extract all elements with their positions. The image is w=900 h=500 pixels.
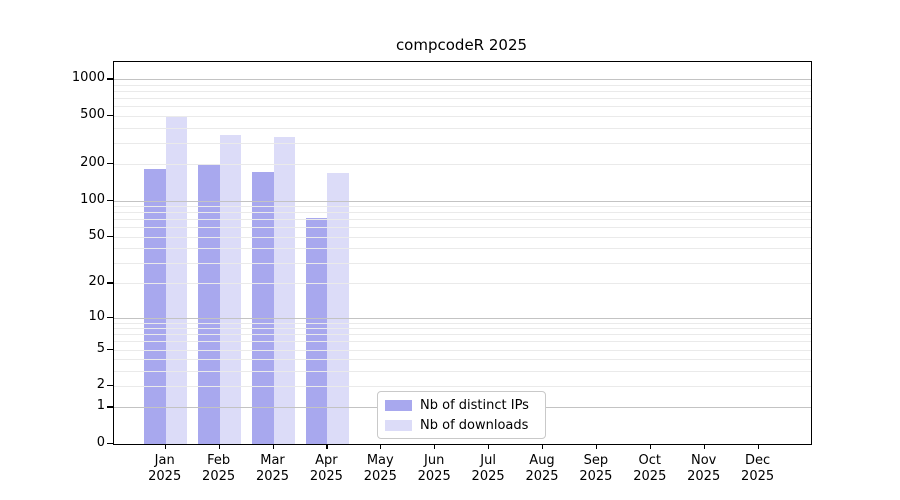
x-tick-mark xyxy=(757,444,759,449)
bar-distinct-ips-mar xyxy=(252,172,274,444)
y-tick-label: 1000 xyxy=(71,70,105,86)
legend-item-distinct-ips: Nb of distinct IPs xyxy=(378,398,545,413)
y-tick-mark xyxy=(107,282,113,284)
y-tick-mark xyxy=(107,78,113,80)
x-tick-label-feb: Feb 2025 xyxy=(202,453,236,484)
chart-title: compcodeR 2025 xyxy=(395,36,528,54)
x-tick-label-apr: Apr 2025 xyxy=(309,453,343,484)
x-tick-mark xyxy=(488,444,490,449)
legend-label-distinct-ips: Nb of distinct IPs xyxy=(420,397,529,413)
gridline-minor xyxy=(114,262,811,264)
y-tick-label: 20 xyxy=(88,274,105,290)
gridline-major xyxy=(114,79,811,81)
legend: Nb of distinct IPs Nb of downloads xyxy=(377,391,546,439)
x-tick-mark xyxy=(703,444,705,449)
gridline-minor xyxy=(114,328,811,330)
legend-swatch-distinct-ips xyxy=(385,399,412,411)
gridline-minor xyxy=(114,98,811,100)
bar-distinct-ips-apr xyxy=(305,218,328,444)
y-tick-mark xyxy=(107,348,113,350)
x-tick-label-jun: Jun 2025 xyxy=(417,453,451,484)
gridline-minor xyxy=(114,349,811,351)
gridline-minor xyxy=(114,164,811,166)
y-tick-label: 500 xyxy=(80,107,105,122)
gridline-minor xyxy=(114,386,811,387)
gridline-minor xyxy=(114,236,811,238)
y-tick-label: 50 xyxy=(88,227,105,243)
bar-downloads-jan xyxy=(165,116,188,444)
x-tick-mark xyxy=(380,444,382,449)
x-tick-mark xyxy=(542,444,544,449)
y-tick-mark xyxy=(107,406,113,408)
gridline-minor xyxy=(114,212,811,214)
gridline-minor xyxy=(114,248,811,249)
y-tick-label: 10 xyxy=(88,308,105,324)
x-tick-label-aug: Aug 2025 xyxy=(525,453,559,484)
gridline-minor xyxy=(114,206,811,207)
gridline-minor xyxy=(114,227,811,229)
gridline-minor xyxy=(114,85,811,86)
y-tick-mark xyxy=(107,443,113,445)
legend-item-downloads: Nb of downloads xyxy=(378,418,545,433)
x-tick-mark xyxy=(595,444,598,449)
gridline-minor xyxy=(114,142,811,144)
x-tick-label-nov: Nov 2025 xyxy=(687,453,721,484)
bar-distinct-ips-jan xyxy=(144,168,166,444)
y-tick-mark xyxy=(107,199,113,201)
y-tick-label: 1 xyxy=(96,398,105,414)
gridline-minor xyxy=(114,91,811,93)
y-tick-label: 5 xyxy=(96,340,105,356)
gridline-minor xyxy=(114,370,811,372)
bar-downloads-feb xyxy=(219,134,242,444)
legend-label-downloads: Nb of downloads xyxy=(420,417,529,433)
bar-downloads-apr xyxy=(327,172,349,444)
x-tick-label-jul: Jul 2025 xyxy=(471,453,505,484)
gridline-minor xyxy=(114,322,811,324)
y-tick-label: 0 xyxy=(96,435,105,450)
gridline-minor xyxy=(114,359,811,361)
x-tick-label-dec: Dec 2025 xyxy=(741,453,775,484)
x-tick-mark xyxy=(272,444,274,449)
y-tick-mark xyxy=(107,163,113,165)
x-tick-label-may: May 2025 xyxy=(363,453,397,484)
y-tick-label: 2 xyxy=(96,377,105,392)
y-tick-mark xyxy=(107,316,113,318)
gridline-major xyxy=(114,317,811,319)
gridline-minor xyxy=(114,106,811,108)
y-tick-label: 200 xyxy=(80,155,105,171)
x-tick-label-mar: Mar 2025 xyxy=(255,453,290,484)
x-tick-mark xyxy=(326,444,328,449)
gridline-minor xyxy=(114,334,811,336)
y-tick-mark xyxy=(107,385,113,387)
y-tick-label: 100 xyxy=(80,191,105,207)
x-tick-mark xyxy=(218,444,220,449)
legend-swatch-downloads xyxy=(385,419,412,431)
x-tick-mark xyxy=(164,444,166,449)
x-tick-label-jan: Jan 2025 xyxy=(148,453,182,484)
x-tick-mark xyxy=(434,444,436,449)
y-tick-mark xyxy=(107,115,113,117)
plot-area xyxy=(113,61,812,445)
gridline-minor xyxy=(114,341,811,343)
bar-distinct-ips-feb xyxy=(198,164,220,444)
gridline-major xyxy=(114,200,811,202)
x-tick-label-sep: Sep 2025 xyxy=(579,453,613,484)
x-tick-mark xyxy=(649,444,651,449)
y-tick-mark xyxy=(107,235,113,237)
gridline-minor xyxy=(114,127,811,129)
gridline-minor xyxy=(114,219,811,221)
x-tick-label-oct: Oct 2025 xyxy=(633,453,667,484)
bar-downloads-mar xyxy=(273,136,295,444)
gridline-minor xyxy=(114,116,811,117)
gridline-minor xyxy=(114,283,811,285)
